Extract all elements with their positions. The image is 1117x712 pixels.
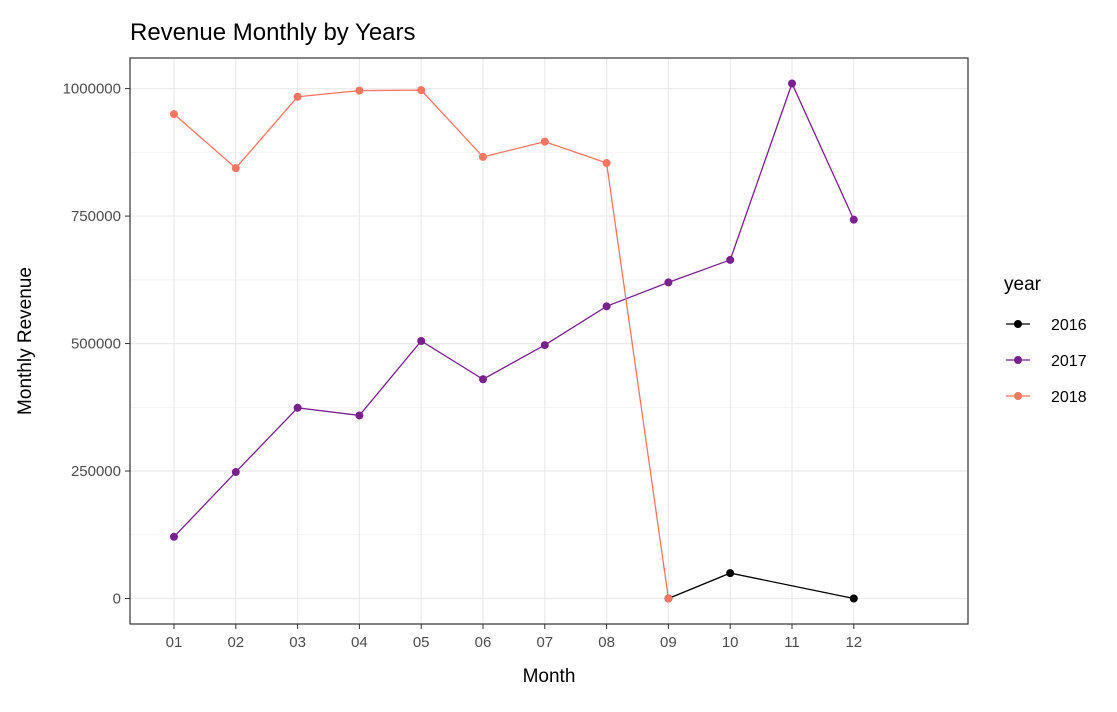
data-point-2017 [540, 341, 549, 350]
series-line-2017 [173, 81, 855, 538]
chart-title: Revenue Monthly by Years [130, 19, 416, 46]
x-tick-label: 02 [227, 634, 244, 651]
data-point-2016 [726, 569, 735, 578]
data-point-2018 [355, 86, 364, 95]
data-point-2018 [231, 164, 240, 173]
legend-key-point [1014, 356, 1022, 364]
y-tick-label: 250000 [71, 463, 121, 480]
legend-label: 2016 [1051, 317, 1087, 334]
x-tick-label: 11 [784, 634, 800, 651]
minor-gridlines [130, 151, 968, 536]
y-axis-title: Monthly Revenue [15, 267, 36, 415]
data-point-2018 [417, 86, 426, 95]
x-tick-label: 08 [598, 634, 615, 651]
y-tick-label: 0 [113, 591, 121, 608]
x-tick-label: 04 [351, 634, 368, 651]
legend-key-point [1014, 320, 1022, 328]
major-gridlines [130, 58, 968, 624]
data-point-2017 [417, 337, 426, 345]
data-point-2017 [849, 215, 858, 224]
legend: year 2016 2017 2018 [1004, 274, 1087, 406]
x-tick-label: 07 [536, 634, 553, 651]
data-point-2018 [479, 152, 487, 161]
legend-label: 2018 [1051, 389, 1087, 406]
x-tick-label: 10 [722, 634, 739, 651]
data-point-2017 [602, 302, 611, 311]
data-point-2017 [293, 403, 302, 412]
y-tick-label: 750000 [71, 208, 121, 225]
data-point-2017 [355, 411, 364, 420]
data-point-2017 [788, 79, 796, 88]
plot-border [129, 57, 969, 625]
x-tick-label: 05 [413, 634, 430, 651]
y-axis: 0 250000 500000 750000 1000000 [63, 81, 130, 608]
x-tick-label: 06 [475, 634, 492, 651]
legend-title: year [1004, 274, 1042, 295]
data-point-2017 [664, 278, 673, 287]
x-tick-label: 03 [289, 634, 306, 651]
y-tick-label: 500000 [71, 336, 121, 353]
data-point-2018 [602, 159, 611, 168]
x-axis: 01 02 03 04 05 06 07 08 09 10 11 12 [166, 624, 862, 651]
x-tick-label: 01 [166, 634, 183, 651]
data-point-2017 [726, 255, 735, 264]
data-point-2018 [170, 110, 178, 119]
data-point-2017 [479, 375, 487, 384]
legend-label: 2017 [1051, 353, 1087, 370]
data-point-2017 [170, 532, 178, 541]
series-layer [170, 79, 858, 603]
data-point-2017 [231, 468, 240, 477]
x-tick-label: 09 [660, 634, 677, 651]
x-tick-label: 12 [845, 634, 862, 651]
data-point-2018 [540, 137, 549, 146]
data-point-2016 [849, 594, 858, 603]
legend-key-point [1014, 392, 1022, 400]
y-tick-label: 1000000 [63, 81, 121, 98]
x-axis-title: Month [523, 666, 576, 687]
data-point-2018 [664, 594, 673, 603]
data-point-2018 [293, 92, 302, 101]
